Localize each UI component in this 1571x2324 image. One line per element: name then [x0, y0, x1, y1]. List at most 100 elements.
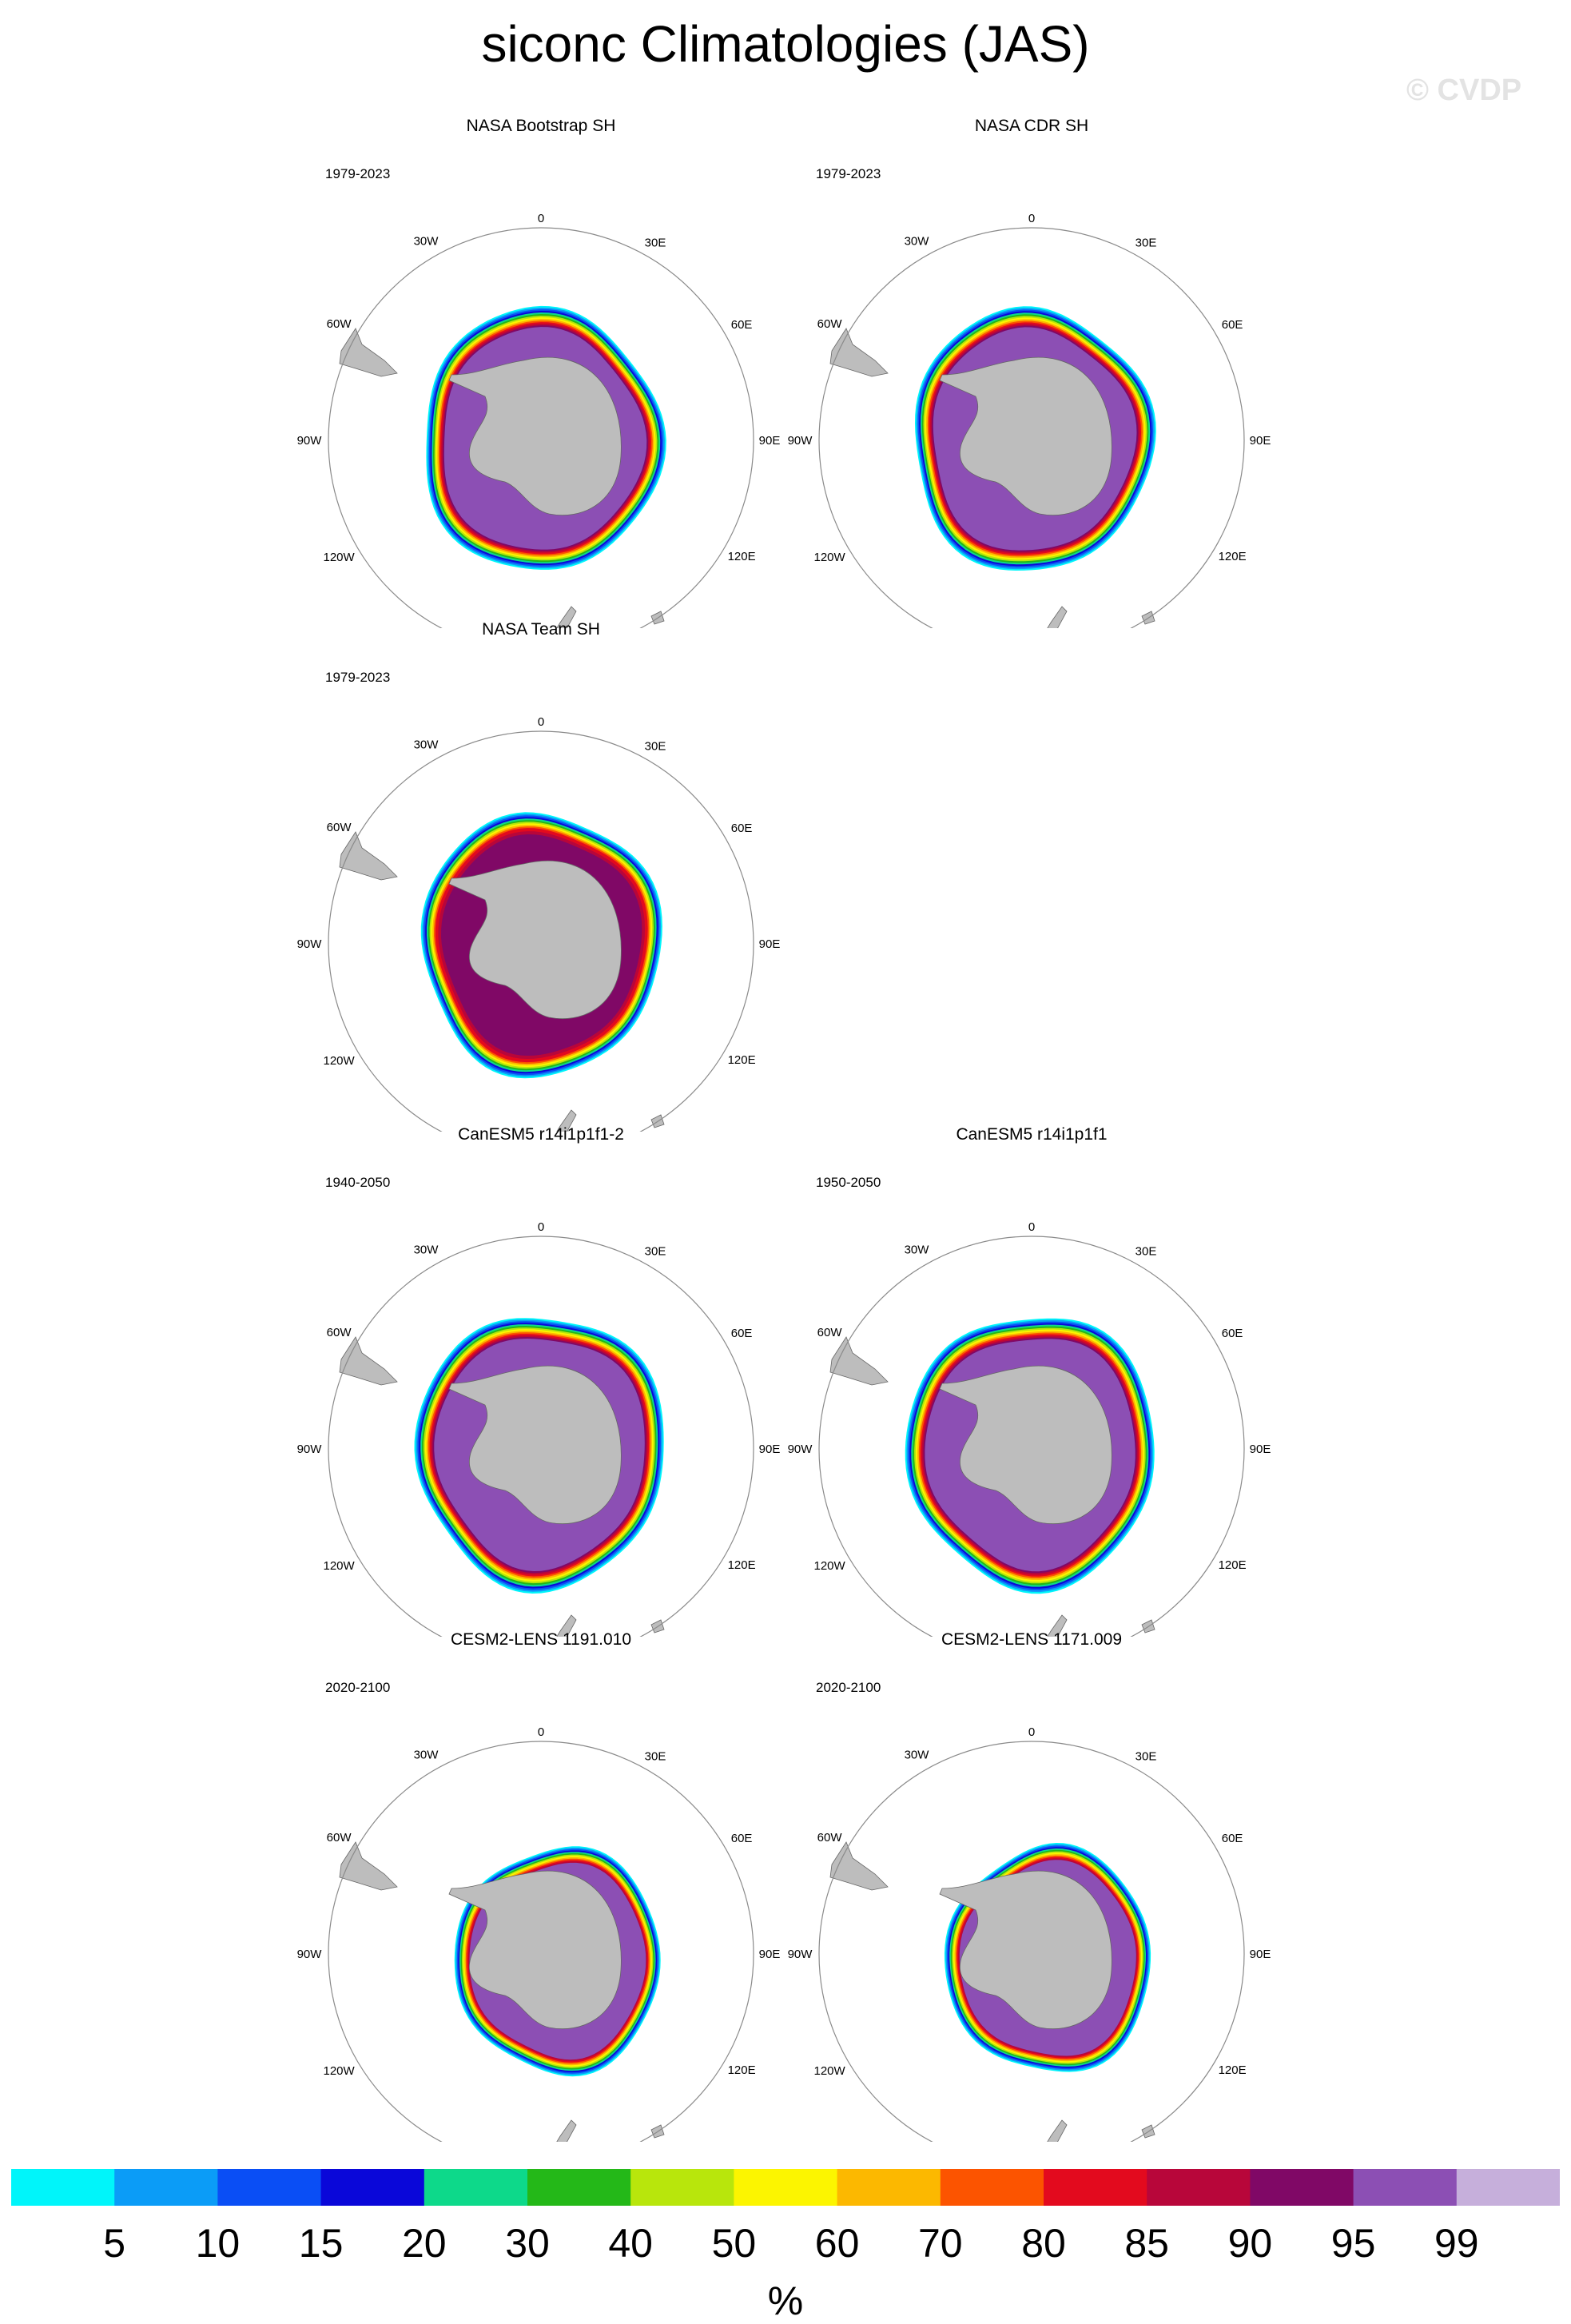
- panel-title: NASA Team SH: [482, 620, 600, 639]
- longitude-label: 120E: [728, 1558, 756, 1572]
- longitude-label: 30E: [1135, 1244, 1157, 1258]
- longitude-label: 30E: [645, 236, 666, 249]
- longitude-label: 120W: [814, 1559, 846, 1573]
- panel-years: 2020-2100: [816, 1680, 881, 1695]
- colorbar-tick-label: 30: [505, 2221, 550, 2266]
- longitude-label: 120E: [1219, 550, 1247, 563]
- antarctica-landmass: [448, 1365, 622, 1525]
- new-zealand-landmass: [1047, 606, 1068, 628]
- south-america-landmass: [339, 1336, 398, 1386]
- colorbar-swatch: [1044, 2169, 1147, 2206]
- new-zealand-landmass: [1047, 1614, 1068, 1637]
- longitude-label: 60E: [731, 318, 753, 332]
- map-panel-cdr: 030E60E90E120E150E180150W120W90W60W30W N…: [776, 117, 1287, 628]
- longitude-label: 60E: [731, 1327, 753, 1340]
- longitude-label: 90E: [759, 434, 781, 448]
- map-boundary-circle: [328, 1236, 754, 1637]
- longitude-label: 0: [1028, 212, 1035, 225]
- longitude-label: 90E: [759, 937, 781, 951]
- longitude-label: 30E: [645, 1244, 666, 1258]
- antarctica-landmass: [939, 356, 1112, 516]
- polar-map: 030E60E90E120E150E180150W120W90W60W30W: [788, 212, 1271, 628]
- colorbar: 5 10 15 20 30 40 50 60 70 80 85 90 95 99: [11, 2169, 1560, 2266]
- longitude-label: 30W: [905, 235, 930, 249]
- colorbar-swatch: [940, 2169, 1044, 2206]
- longitude-label: 60W: [327, 821, 352, 834]
- panel-years: 1979-2023: [325, 166, 391, 181]
- colorbar-tick-label: 50: [712, 2221, 757, 2266]
- polar-map: 030E60E90E120E150E180150W120W90W60W30W: [788, 1220, 1271, 1637]
- longitude-label: 90E: [1250, 1948, 1271, 1961]
- panel-years: 1950-2050: [816, 1175, 881, 1190]
- colorbar-tick-label: 95: [1331, 2221, 1376, 2266]
- panel-title: NASA Bootstrap SH: [466, 117, 616, 135]
- longitude-label: 90E: [759, 1443, 781, 1456]
- antarctica-landmass: [939, 1870, 1112, 2030]
- longitude-label: 60W: [817, 1831, 843, 1844]
- longitude-label: 60W: [327, 1831, 352, 1844]
- longitude-label: 90W: [297, 1443, 323, 1456]
- colorbar-swatch: [320, 2169, 425, 2206]
- longitude-label: 120E: [728, 550, 756, 563]
- longitude-label: 90E: [1250, 434, 1271, 448]
- longitude-label: 30W: [905, 1244, 930, 1257]
- longitude-label: 0: [1028, 1725, 1035, 1739]
- colorbar-tick-label: 15: [299, 2221, 344, 2266]
- longitude-label: 120W: [814, 2064, 846, 2078]
- south-america-landmass: [339, 328, 398, 377]
- colorbar-tick-label: 40: [608, 2221, 653, 2266]
- colorbar-swatch: [424, 2169, 528, 2206]
- colorbar-swatch: [1456, 2169, 1560, 2206]
- longitude-label: 120E: [1219, 2063, 1247, 2077]
- longitude-label: 90W: [788, 1948, 813, 1961]
- longitude-label: 0: [538, 1220, 544, 1234]
- longitude-label: 120E: [728, 1053, 756, 1067]
- colorbar-swatch: [527, 2169, 631, 2206]
- longitude-label: 120E: [1219, 1558, 1247, 1572]
- polar-map: 030E60E90E120E150E180150W120W90W60W30W: [788, 1725, 1271, 2142]
- colorbar-tick-label: 80: [1021, 2221, 1066, 2266]
- south-america-landmass: [339, 831, 398, 881]
- copyright-watermark: © CVDP: [1406, 74, 1522, 107]
- longitude-label: 0: [538, 1725, 544, 1739]
- panel-years: 1979-2023: [816, 166, 881, 181]
- longitude-label: 90W: [297, 434, 323, 448]
- panel-years: 1940-2050: [325, 1175, 391, 1190]
- new-zealand-landmass: [556, 606, 577, 628]
- longitude-label: 60E: [1222, 1832, 1243, 1845]
- longitude-label: 120W: [324, 1054, 356, 1068]
- longitude-label: 60W: [817, 317, 843, 331]
- colorbar-tick-label: 60: [815, 2221, 860, 2266]
- longitude-label: 120W: [324, 2064, 356, 2078]
- map-boundary-circle: [818, 227, 1245, 628]
- map-boundary-circle: [328, 227, 754, 628]
- longitude-label: 120W: [324, 551, 356, 564]
- longitude-label: 30E: [645, 1749, 666, 1763]
- colorbar-swatch: [217, 2169, 322, 2206]
- longitude-label: 30E: [1135, 236, 1157, 249]
- colorbar-swatch: [1250, 2169, 1354, 2206]
- longitude-label: 30E: [1135, 1749, 1157, 1763]
- map-boundary-circle: [328, 730, 754, 1132]
- colorbar-swatch: [1147, 2169, 1251, 2206]
- south-america-landmass: [829, 1841, 889, 1891]
- panel-title: NASA CDR SH: [974, 117, 1089, 135]
- longitude-label: 120W: [324, 1559, 356, 1573]
- map-panel-bootstrap: 030E60E90E120E150E180150W120W90W60W30W N…: [285, 117, 797, 628]
- map-panel-cesm2-a: 030E60E90E120E150E180150W120W90W60W30W C…: [285, 1630, 797, 2142]
- longitude-label: 60E: [1222, 318, 1243, 332]
- new-zealand-landmass: [1047, 2119, 1068, 2142]
- map-boundary-circle: [818, 1741, 1245, 2142]
- new-zealand-landmass: [556, 2119, 577, 2142]
- page-title: siconc Climatologies (JAS): [481, 15, 1090, 73]
- antarctica-landmass: [448, 1870, 622, 2030]
- colorbar-swatch: [1353, 2169, 1458, 2206]
- antarctica-landmass: [939, 1365, 1112, 1525]
- colorbar-swatch: [114, 2169, 218, 2206]
- colorbar-tick-label: 90: [1228, 2221, 1273, 2266]
- colorbar-tick-label: 99: [1434, 2221, 1479, 2266]
- map-panel-cesm2-b: 030E60E90E120E150E180150W120W90W60W30W C…: [776, 1630, 1287, 2142]
- longitude-label: 0: [1028, 1220, 1035, 1234]
- panel-title: CESM2-LENS 1171.009: [941, 1630, 1123, 1649]
- colorbar-tick-label: 5: [103, 2221, 125, 2266]
